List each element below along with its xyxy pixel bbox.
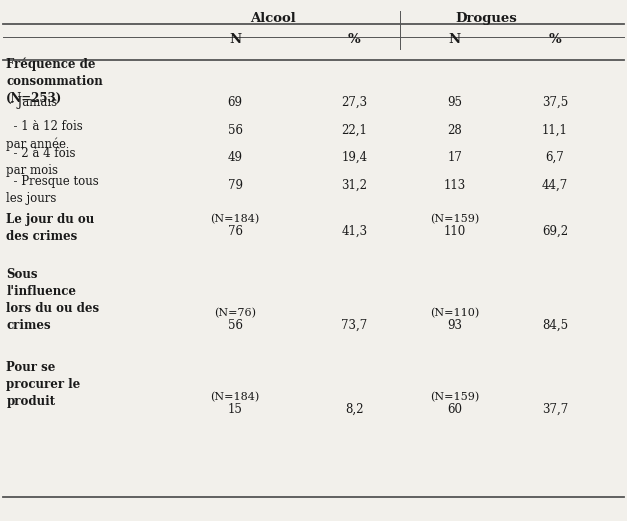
Text: 93: 93 xyxy=(447,319,462,331)
Text: %: % xyxy=(348,33,361,45)
Text: 95: 95 xyxy=(447,96,462,108)
Text: 49: 49 xyxy=(228,151,243,164)
Text: Fréquence de
consommation
(N=253): Fréquence de consommation (N=253) xyxy=(6,57,103,105)
Text: 8,2: 8,2 xyxy=(345,403,364,416)
Text: Drogues: Drogues xyxy=(455,12,517,24)
Text: (N=184): (N=184) xyxy=(211,214,260,224)
Text: 28: 28 xyxy=(447,124,462,137)
Text: 11,1: 11,1 xyxy=(542,124,568,137)
Text: 113: 113 xyxy=(443,179,466,192)
Text: Alcool: Alcool xyxy=(250,12,295,24)
Text: (N=159): (N=159) xyxy=(430,392,479,402)
Text: 27,3: 27,3 xyxy=(341,96,367,108)
Text: 37,7: 37,7 xyxy=(542,403,568,416)
Text: 41,3: 41,3 xyxy=(341,225,367,238)
Text: N: N xyxy=(448,33,461,45)
Text: 37,5: 37,5 xyxy=(542,96,568,108)
Text: - Jamais: - Jamais xyxy=(6,96,58,108)
Text: 44,7: 44,7 xyxy=(542,179,568,192)
Text: (N=159): (N=159) xyxy=(430,214,479,224)
Text: 56: 56 xyxy=(228,124,243,137)
Text: N: N xyxy=(229,33,241,45)
Text: 19,4: 19,4 xyxy=(341,151,367,164)
Text: 73,7: 73,7 xyxy=(341,319,367,331)
Text: Sous
l'influence
lors du ou des
crimes: Sous l'influence lors du ou des crimes xyxy=(6,268,100,332)
Text: - 1 à 12 fois
par année: - 1 à 12 fois par année xyxy=(6,120,83,151)
Text: 56: 56 xyxy=(228,319,243,331)
Text: 79: 79 xyxy=(228,179,243,192)
Text: 69,2: 69,2 xyxy=(542,225,568,238)
Text: 69: 69 xyxy=(228,96,243,108)
Text: Pour se
procurer le
produit: Pour se procurer le produit xyxy=(6,361,80,407)
Text: (N=76): (N=76) xyxy=(214,307,256,318)
Text: %: % xyxy=(549,33,561,45)
Text: 22,1: 22,1 xyxy=(341,124,367,137)
Text: 15: 15 xyxy=(228,403,243,416)
Text: 84,5: 84,5 xyxy=(542,319,568,331)
Text: 31,2: 31,2 xyxy=(341,179,367,192)
Text: 17: 17 xyxy=(447,151,462,164)
Text: 76: 76 xyxy=(228,225,243,238)
Text: - Presque tous
les jours: - Presque tous les jours xyxy=(6,175,99,205)
Text: (N=110): (N=110) xyxy=(430,307,479,318)
Text: (N=184): (N=184) xyxy=(211,392,260,402)
Text: - 2 à 4 fois
par mois: - 2 à 4 fois par mois xyxy=(6,147,76,177)
Text: 60: 60 xyxy=(447,403,462,416)
Text: Le jour du ou
des crimes: Le jour du ou des crimes xyxy=(6,213,95,243)
Text: 110: 110 xyxy=(443,225,466,238)
Text: 6,7: 6,7 xyxy=(545,151,564,164)
